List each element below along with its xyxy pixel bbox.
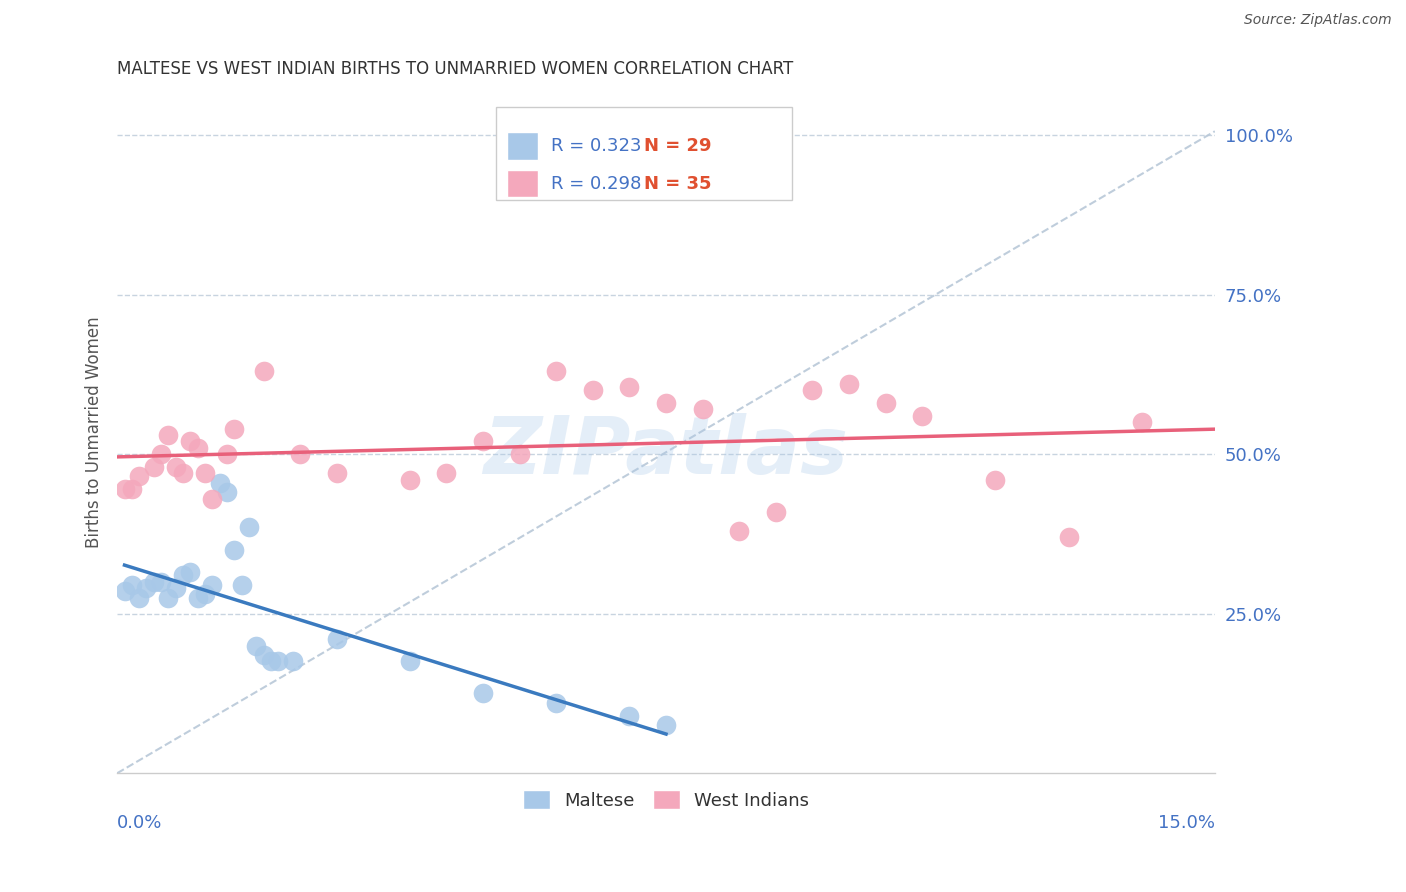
Text: Source: ZipAtlas.com: Source: ZipAtlas.com bbox=[1244, 13, 1392, 28]
Text: N = 29: N = 29 bbox=[644, 137, 711, 155]
Point bbox=[838, 376, 860, 391]
Point bbox=[231, 578, 253, 592]
FancyBboxPatch shape bbox=[496, 107, 792, 200]
Point bbox=[655, 396, 678, 410]
Point bbox=[121, 578, 143, 592]
Point bbox=[260, 655, 283, 669]
Point bbox=[215, 447, 238, 461]
Point bbox=[142, 459, 165, 474]
Point bbox=[582, 383, 605, 397]
Point bbox=[472, 686, 495, 700]
Point bbox=[150, 574, 173, 589]
Point bbox=[252, 648, 274, 662]
Point bbox=[436, 467, 458, 481]
Point bbox=[201, 578, 224, 592]
Y-axis label: Births to Unmarried Women: Births to Unmarried Women bbox=[86, 316, 103, 548]
Point bbox=[201, 491, 224, 506]
Point bbox=[157, 591, 180, 605]
Point bbox=[875, 396, 897, 410]
Point bbox=[619, 708, 641, 723]
Point bbox=[546, 364, 568, 378]
Point bbox=[215, 485, 238, 500]
Text: 0.0%: 0.0% bbox=[117, 814, 163, 832]
Point bbox=[509, 447, 531, 461]
Point bbox=[765, 504, 787, 518]
Point bbox=[267, 655, 290, 669]
Point bbox=[472, 434, 495, 449]
Point bbox=[187, 441, 209, 455]
Point bbox=[325, 632, 347, 647]
Point bbox=[142, 574, 165, 589]
Point bbox=[245, 639, 267, 653]
Point bbox=[728, 524, 751, 538]
Point bbox=[135, 581, 157, 595]
Point bbox=[911, 409, 934, 423]
Point bbox=[984, 473, 1007, 487]
Point bbox=[619, 380, 641, 394]
Point bbox=[179, 434, 201, 449]
Point bbox=[238, 520, 260, 534]
Point bbox=[252, 364, 274, 378]
Point bbox=[692, 402, 714, 417]
Point bbox=[1057, 530, 1080, 544]
Point bbox=[546, 696, 568, 710]
Point bbox=[150, 447, 173, 461]
Point bbox=[801, 383, 824, 397]
Point bbox=[179, 565, 201, 579]
Text: 15.0%: 15.0% bbox=[1159, 814, 1215, 832]
Point bbox=[224, 421, 246, 435]
Point bbox=[165, 581, 187, 595]
Bar bbox=[506, 170, 537, 197]
Point bbox=[114, 482, 136, 496]
Bar bbox=[506, 132, 537, 160]
Point bbox=[157, 428, 180, 442]
Text: R = 0.323: R = 0.323 bbox=[551, 137, 641, 155]
Text: MALTESE VS WEST INDIAN BIRTHS TO UNMARRIED WOMEN CORRELATION CHART: MALTESE VS WEST INDIAN BIRTHS TO UNMARRI… bbox=[117, 60, 793, 78]
Point bbox=[1130, 415, 1153, 429]
Point bbox=[121, 482, 143, 496]
Point bbox=[172, 568, 194, 582]
Point bbox=[399, 655, 422, 669]
Point bbox=[187, 591, 209, 605]
Point bbox=[194, 467, 217, 481]
Point bbox=[325, 467, 347, 481]
Text: ZIPatlas: ZIPatlas bbox=[484, 413, 849, 491]
Point bbox=[128, 469, 150, 483]
Point bbox=[128, 591, 150, 605]
Point bbox=[194, 587, 217, 601]
Point bbox=[224, 542, 246, 557]
Point bbox=[399, 473, 422, 487]
Point bbox=[655, 718, 678, 732]
Point bbox=[288, 447, 311, 461]
Point bbox=[165, 459, 187, 474]
Text: N = 35: N = 35 bbox=[644, 175, 711, 193]
Point bbox=[208, 475, 231, 490]
Legend: Maltese, West Indians: Maltese, West Indians bbox=[513, 781, 818, 819]
Point bbox=[281, 655, 304, 669]
Text: R = 0.298: R = 0.298 bbox=[551, 175, 641, 193]
Point bbox=[172, 467, 194, 481]
Point bbox=[114, 584, 136, 599]
